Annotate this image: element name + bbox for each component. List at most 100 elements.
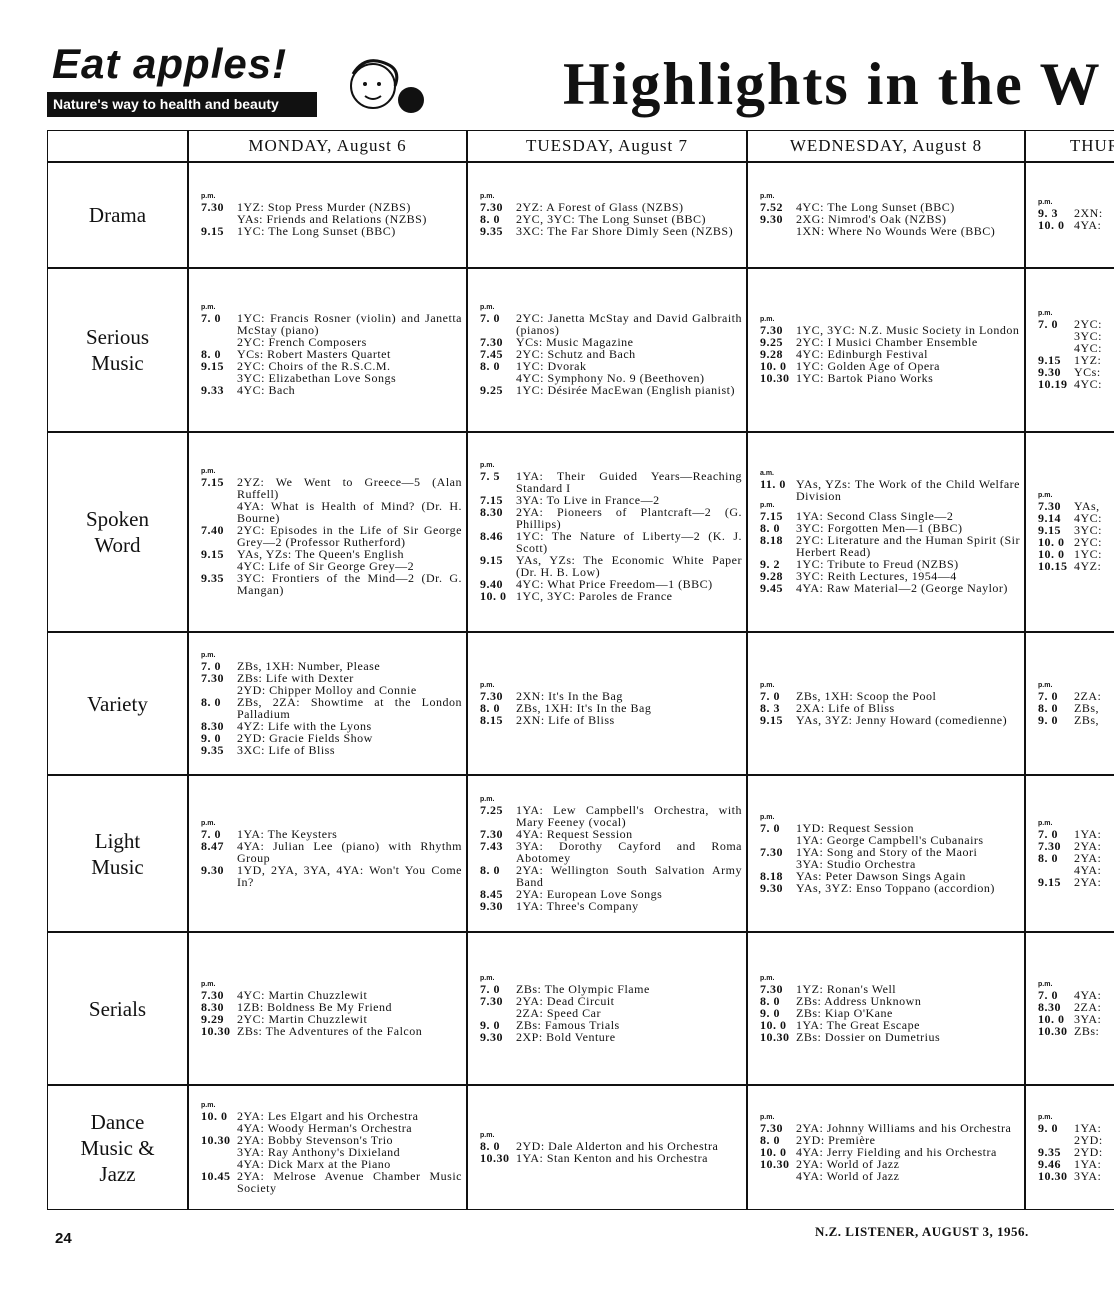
program-entry: 8. 0 ZBs, 1XH: It's In the Bag — [480, 702, 742, 714]
program-entry: 7. 5 1YA: Their Guided Years—Reaching Sta… — [480, 470, 742, 494]
program-entry: 9.15 3YC: — [1038, 524, 1114, 536]
program-text: 2XP: Bold Venture — [516, 1029, 616, 1044]
schedule-table: MONDAY, August 6 TUESDAY, August 7 WEDNESD… — [47, 130, 1114, 1210]
time: 8. 0 — [760, 1132, 780, 1147]
period: p.m. — [1038, 492, 1053, 499]
time: 9.30 — [1038, 365, 1061, 379]
program-text: 1YC, 3YC: N.Z. Music Society in London — [796, 323, 1020, 337]
day-header: TUESDAY, August 7 — [467, 130, 747, 162]
program-entry: 10. 0 1YC: Golden Age of Opera — [760, 360, 1020, 372]
time: 7.25 — [480, 802, 503, 817]
program-entry: 4YA: Woody Herman's Orchestra — [201, 1122, 462, 1134]
time: 11. 0 — [760, 477, 786, 491]
program-text: 2YA: — [1074, 874, 1102, 889]
time: 9. 2 — [760, 557, 780, 571]
program-entry: 7.30 4YC: Martin Chuzzlewit — [201, 989, 462, 1001]
program-cell: p.m. 7. 0 ZBs, 1XH: Scoop the Pool 8. 3 2XA:… — [747, 632, 1025, 775]
program-entry: 7. 0 2ZA: — [1038, 690, 1114, 702]
program-text: 3YC: — [1074, 523, 1103, 537]
program-entry: 8.30 1ZB: Boldness Be My Friend — [201, 1001, 462, 1013]
period: p.m. — [760, 813, 775, 821]
program-cell: p.m. 7. 0 2YC: 3YC: 4YC: 9.15 1YZ: 9.30 YCs: 10.1… — [1025, 268, 1114, 432]
time: 8. 0 — [201, 347, 221, 361]
program-entry: 7.43 3YA: Dorothy Cayford and Roma Abotom… — [480, 840, 742, 864]
program-text: 2ZA: Speed Car — [516, 1005, 601, 1020]
program-entry: 10.30 2YA: World of Jazz — [760, 1158, 1020, 1170]
program-cell: p.m. 7. 0 2YC: Janetta McStay and David Ga… — [467, 268, 747, 432]
program-entry: 8. 0 2YD: Première — [760, 1134, 1020, 1146]
program-text: 3YA: — [1074, 1011, 1102, 1026]
program-entry: 8.15 2XN: Life of Bliss — [480, 714, 742, 726]
program-text: 1YA: Second Class Single—2 — [796, 509, 954, 523]
time: 7.30 — [760, 844, 783, 859]
program-entry: 1XN: Where No Wounds Were (BBC) — [760, 225, 1020, 237]
program-text: 2YC: I Musici Chamber Ensemble — [796, 335, 978, 349]
time: 7.15 — [201, 475, 224, 489]
time: 9.15 — [760, 712, 783, 727]
time: 9.29 — [201, 1011, 224, 1026]
program-text: 2YA: Pioneers of Plantcraft—2 (G. Philli… — [516, 505, 742, 531]
program-entry: 8. 0 ZBs: Address Unknown — [760, 995, 1020, 1007]
program-entry: 10.45 2YA: Melrose Avenue Chamber Music S… — [201, 1170, 462, 1194]
program-text: 3YA: Ray Anthony's Dixieland — [237, 1144, 401, 1159]
program-text: 2YA: Bobby Stevenson's Trio — [237, 1132, 394, 1147]
program-text: 1YA: The Keysters — [237, 826, 338, 841]
program-text: ZBs: Kiap O'Kane — [796, 1005, 893, 1020]
time: 9.30 — [201, 862, 224, 877]
time: 9.30 — [480, 1029, 503, 1044]
program-entry: 9.28 3YC: Reith Lectures, 1954—4 — [760, 570, 1020, 582]
program-entry: 8.30 2ZA: — [1038, 1001, 1114, 1013]
program-text: 4YA: — [1074, 987, 1102, 1002]
program-text: ZBs, 1XH: Number, Please — [237, 658, 381, 673]
program-text: 2XG: Nimrod's Oak (NZBS) — [796, 212, 947, 226]
program-text: 3YA: Studio Orchestra — [796, 856, 916, 871]
time: 7. 0 — [1038, 317, 1058, 331]
program-text: 1YA: Three's Company — [516, 898, 639, 913]
time — [201, 500, 237, 524]
program-entry: 9. 2 1YC: Tribute to Freud (NZBS) — [760, 558, 1020, 570]
program-entry: 9.30 1YA: Three's Company — [480, 900, 742, 912]
program-entry: 7. 0 1YD: Request Session — [760, 822, 1020, 834]
program-text: 2YC: Janetta McStay and David Galbraith … — [516, 311, 742, 337]
program-text: 2YC: Episodes in the Life of Sir George … — [237, 523, 462, 549]
row-label-cell: Serials — [47, 932, 188, 1085]
time: 8.30 — [480, 505, 503, 519]
program-cell: p.m. 7.30 1YC, 3YC: N.Z. Music Society in … — [747, 268, 1025, 432]
time: 7. 0 — [201, 826, 221, 841]
period: p.m. — [201, 304, 216, 311]
program-text: 2XN: Life of Bliss — [516, 712, 615, 727]
time: 10.30 — [760, 1156, 790, 1171]
program-text: 3YC: Forgotten Men—1 (BBC) — [796, 521, 963, 535]
day-label: TUESDAY, August 7 — [525, 136, 688, 155]
program-text: 4YC: Life of Sir George Grey—2 — [237, 559, 415, 573]
program-text: YAs, 3YZ: Enso Toppano (accordion) — [796, 880, 995, 895]
program-text: 2YD: — [1074, 1144, 1103, 1159]
time: 8. 0 — [480, 1138, 500, 1153]
time: 7.30 — [1038, 499, 1061, 513]
program-entry: 3YC: — [1038, 330, 1114, 342]
period: p.m. — [201, 980, 216, 988]
program-text: 1YA: Lew Campbell's Orchestra, with Mary… — [516, 802, 742, 829]
program-text: 1YA: — [1074, 826, 1102, 841]
period: p.m. — [1038, 199, 1053, 206]
program-text: 2YC: Literature and the Human Spirit (Si… — [796, 533, 1020, 559]
time: 7.52 — [760, 200, 783, 214]
time: 7.30 — [480, 826, 503, 841]
program-entry: 11. 0 YAs, YZs: The Work of the Child Wel… — [760, 478, 1020, 502]
page-number: 24 — [55, 1230, 72, 1247]
time: 9.35 — [480, 224, 503, 238]
program-text: ZBs: — [1074, 1023, 1100, 1038]
time: 10.30 — [760, 1029, 790, 1044]
day-label: MONDAY, August 6 — [248, 136, 407, 155]
program-entry: 7.30 YAs, — [1038, 500, 1114, 512]
program-text: YAs, YZs: The Work of the Child Welfare … — [796, 477, 1020, 503]
program-text: 4YA: — [1074, 218, 1102, 232]
program-entry: 3YA: Ray Anthony's Dixieland — [201, 1146, 462, 1158]
time — [201, 684, 237, 696]
time: 7.30 — [480, 200, 503, 214]
program-entry: 7.30 2YZ: A Forest of Glass (NZBS) — [480, 201, 742, 213]
program-entry: 9. 3 2XN: — [1038, 207, 1114, 219]
program-text: 2YC: Choirs of the R.S.C.M. — [237, 359, 391, 373]
program-text: 4YC: Edinburgh Festival — [796, 347, 928, 361]
row-label: Serials — [88, 996, 147, 1021]
